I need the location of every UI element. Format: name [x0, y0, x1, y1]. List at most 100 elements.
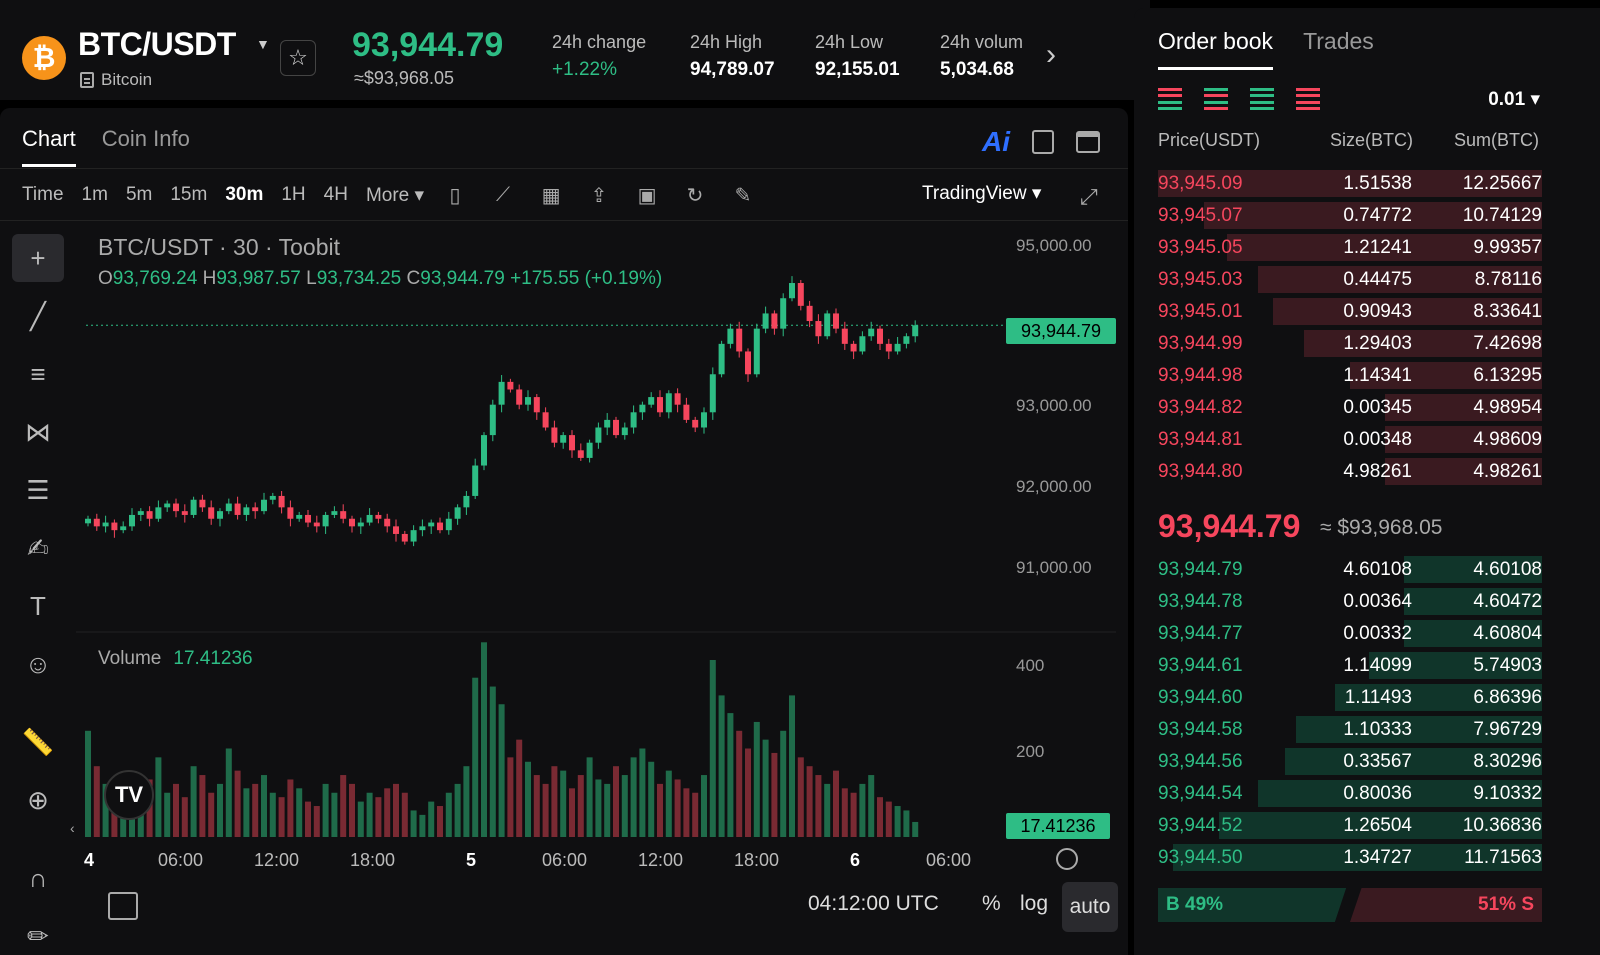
bid-row[interactable]: 93,944.77 0.00332 4.60804 — [1158, 620, 1542, 647]
bid-row[interactable]: 93,944.61 1.14099 5.74903 — [1158, 652, 1542, 679]
grid-icon[interactable]: ▦ — [541, 184, 561, 207]
bid-row[interactable]: 93,944.54 0.80036 9.10332 — [1158, 780, 1542, 807]
pencil-icon[interactable]: ✏ — [27, 920, 49, 951]
timeframe-5m[interactable]: 5m — [125, 184, 153, 205]
volume-bar — [912, 821, 919, 837]
ask-row[interactable]: 93,944.98 1.14341 6.13295 — [1158, 362, 1542, 389]
replay-icon[interactable] — [108, 892, 138, 920]
chart-provider-select[interactable]: TradingView ▾ — [922, 183, 1042, 204]
favorite-star-button[interactable]: ☆ — [280, 40, 316, 76]
bid-row[interactable]: 93,944.50 1.34727 11.71563 — [1158, 844, 1542, 871]
ask-row[interactable]: 93,944.99 1.29403 7.42698 — [1158, 330, 1542, 357]
bid-row[interactable]: 93,944.56 0.33567 8.30296 — [1158, 748, 1542, 775]
ask-row[interactable]: 93,945.05 1.21241 9.99357 — [1158, 234, 1542, 261]
bid-row[interactable]: 93,944.79 4.60108 4.60108 — [1158, 556, 1542, 583]
timeframe-4h[interactable]: 4H — [323, 184, 348, 205]
volume-bar — [586, 757, 593, 837]
row-sum: 7.42698 — [1473, 333, 1542, 354]
candle-body — [357, 522, 364, 527]
pair-dropdown-icon[interactable]: ▼ — [256, 36, 270, 52]
timeframe-1m[interactable]: 1m — [81, 184, 108, 205]
depth-icon[interactable] — [1204, 88, 1228, 110]
row-sum: 4.60804 — [1473, 623, 1542, 644]
asks-only-icon[interactable] — [1296, 88, 1320, 110]
percent-toggle[interactable]: % — [982, 892, 1001, 915]
ask-row[interactable]: 93,945.09 1.51538 12.25667 — [1158, 170, 1542, 197]
depth-bar — [1158, 170, 1542, 197]
share-icon[interactable]: ⇪ — [590, 184, 608, 207]
price-chart[interactable] — [76, 220, 1116, 840]
volume-bar — [401, 792, 408, 837]
camera-icon[interactable]: ▣ — [637, 184, 657, 207]
both-sides-icon[interactable] — [1158, 88, 1182, 110]
candle-body — [366, 514, 373, 523]
bid-row[interactable]: 93,944.58 1.10333 7.96729 — [1158, 716, 1542, 743]
brush-icon[interactable]: ✍ — [27, 532, 49, 563]
pattern-icon[interactable]: ⋈ — [25, 416, 51, 447]
auto-scale-toggle[interactable]: auto — [1062, 882, 1118, 932]
tab-chart[interactable]: Chart — [22, 126, 76, 167]
header-sum: Sum(BTC) — [1454, 130, 1539, 150]
ask-row[interactable]: 93,944.82 0.00345 4.98954 — [1158, 394, 1542, 421]
ask-row[interactable]: 93,945.07 0.74772 10.74129 — [1158, 202, 1542, 229]
coin-name[interactable]: Bitcoin — [80, 70, 152, 90]
log-toggle[interactable]: log — [1020, 892, 1049, 915]
candle-body — [331, 511, 338, 515]
line-chart-icon[interactable]: ⟋ — [496, 183, 511, 206]
chevron-right-icon[interactable]: › — [1046, 38, 1056, 71]
bid-row[interactable]: 93,944.60 1.11493 6.86396 — [1158, 684, 1542, 711]
tab-order-book[interactable]: Order book — [1158, 28, 1274, 70]
ruler-icon[interactable]: 📏 — [21, 726, 55, 757]
volume-legend: Volume 17.41236 — [98, 648, 253, 670]
fib-icon[interactable]: ☰ — [26, 474, 50, 505]
row-price: 93,944.60 — [1158, 687, 1243, 708]
timeframe-more[interactable]: More ▾ — [365, 184, 425, 206]
ask-row[interactable]: 93,944.81 0.00348 4.98609 — [1158, 426, 1542, 453]
tradingview-logo-icon[interactable]: TV — [104, 770, 154, 820]
volume-bar — [489, 686, 496, 837]
text-icon[interactable]: T — [30, 590, 46, 621]
precision-select[interactable]: 0.01 ▾ — [1488, 89, 1540, 110]
ask-row[interactable]: 93,945.03 0.44475 8.78116 — [1158, 266, 1542, 293]
zoom-in-icon[interactable]: ⊕ — [27, 784, 49, 815]
x-axis-label: 06:00 — [926, 850, 972, 870]
candle-body — [199, 499, 206, 508]
ask-row[interactable]: 93,945.01 0.90943 8.33641 — [1158, 298, 1542, 325]
volume-bar — [797, 757, 804, 837]
candles-icon[interactable]: ▯ — [449, 184, 461, 207]
bid-row[interactable]: 93,944.52 1.26504 10.36836 — [1158, 812, 1542, 839]
collapse-left-icon[interactable]: ‹ — [70, 820, 75, 836]
volume-bar — [225, 748, 232, 837]
magnet-icon[interactable]: ∩ — [28, 862, 48, 893]
bids-only-icon[interactable] — [1250, 88, 1274, 110]
edit-icon[interactable]: ✎ — [734, 184, 752, 207]
refresh-icon[interactable]: ↻ — [686, 184, 704, 207]
tab-coin-info[interactable]: Coin Info — [101, 126, 190, 151]
timeframe-30m[interactable]: 30m — [225, 184, 264, 205]
emoji-icon[interactable]: ☺ — [24, 648, 52, 679]
volume-bar — [630, 757, 637, 837]
timeframe-time[interactable]: Time — [22, 184, 64, 205]
gear-icon[interactable] — [1056, 848, 1078, 870]
volume-bar — [736, 730, 743, 837]
row-price: 93,944.79 — [1158, 559, 1243, 580]
crosshair-icon[interactable]: + — [12, 234, 64, 282]
pair-title[interactable]: BTC/USDT — [78, 26, 236, 62]
bid-row[interactable]: 93,944.78 0.00364 4.60472 — [1158, 588, 1542, 615]
depth-bar — [1403, 588, 1542, 615]
ask-row[interactable]: 93,944.80 4.98261 4.98261 — [1158, 458, 1542, 485]
window-icon[interactable] — [1076, 131, 1100, 153]
tab-trades[interactable]: Trades — [1303, 28, 1374, 54]
stat-value: +1.22% — [552, 59, 617, 80]
horizontal-lines-icon[interactable]: ≡ — [30, 358, 46, 389]
fullscreen-icon[interactable]: ⤢ — [1080, 184, 1098, 209]
trendline-icon[interactable]: ╱ — [30, 300, 46, 331]
notes-icon[interactable] — [1032, 130, 1054, 154]
utc-time[interactable]: 04:12:00 UTC — [808, 892, 939, 915]
candle-body — [815, 321, 822, 337]
ai-icon[interactable]: Ai — [982, 126, 1010, 157]
timeframe-15m[interactable]: 15m — [170, 184, 208, 205]
volume-bar — [727, 713, 734, 837]
timeframe-1h[interactable]: 1H — [281, 184, 306, 205]
candle-body — [604, 419, 611, 428]
